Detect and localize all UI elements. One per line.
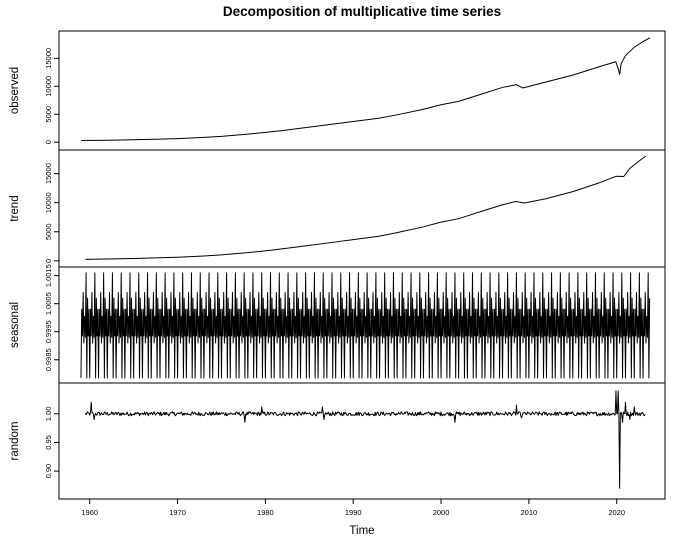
random-series-line [84, 390, 646, 489]
x-tick-label: 1980 [257, 508, 274, 517]
panel-seasonal: 0.9985 0.9995 1.0005 1.0015 seasonal [9, 264, 666, 384]
panel-observed: 0 5000 10000 15000 observed [9, 30, 666, 151]
x-axis-label: Time [349, 525, 374, 537]
random-y-tick-label: 1.00 [44, 406, 53, 421]
trend-panel-frame [58, 149, 666, 268]
panel-random: 0.90 0.95 1.00 random [9, 382, 666, 500]
x-tick-label: 2010 [521, 508, 538, 517]
random-y-tick-label: 0.90 [44, 464, 53, 479]
observed-y-tick-label: 10000 [44, 76, 53, 97]
seasonal-panel-label: seasonal [9, 302, 21, 348]
trend-series-line [85, 155, 646, 260]
x-tick-label: 1990 [345, 508, 362, 517]
seasonal-y-tick-label: 0.9985 [44, 348, 53, 371]
trend-y-tick-label: 15000 [44, 163, 53, 184]
seasonal-y-tick-label: 1.0015 [44, 264, 53, 287]
seasonal-y-tick-label: 1.0005 [44, 292, 53, 315]
trend-panel-label: trend [9, 195, 21, 221]
seasonal-y-tick-label: 0.9995 [44, 320, 53, 343]
panel-trend: 0 5000 10000 15000 trend [9, 149, 666, 268]
x-tick-label: 1970 [169, 508, 186, 517]
trend-y-tick-label: 10000 [44, 192, 53, 213]
trend-y-tick-label: 0 [44, 259, 53, 263]
observed-y-tick-label: 15000 [44, 48, 53, 69]
x-axis: 1960 1970 1980 1990 2000 2010 2020 [81, 499, 625, 517]
x-tick-label: 2020 [608, 508, 625, 517]
observed-series-line [80, 37, 651, 142]
observed-panel-label: observed [9, 67, 21, 114]
x-tick-label: 1960 [81, 508, 98, 517]
trend-y-tick-label: 5000 [44, 223, 53, 240]
random-panel-label: random [9, 422, 21, 461]
x-tick-label: 2000 [433, 508, 450, 517]
seasonal-series-line [80, 272, 651, 379]
observed-y-tick-label: 0 [44, 140, 53, 144]
observed-y-tick-label: 5000 [44, 106, 53, 123]
random-y-tick-label: 0.95 [44, 435, 53, 450]
random-panel-frame [58, 382, 666, 500]
chart-title: Decomposition of multiplicative time ser… [223, 4, 501, 19]
panels-group: 0 5000 10000 15000 observed 0 5000 10000 15000 tr… [9, 30, 666, 500]
observed-panel-frame [58, 30, 666, 151]
